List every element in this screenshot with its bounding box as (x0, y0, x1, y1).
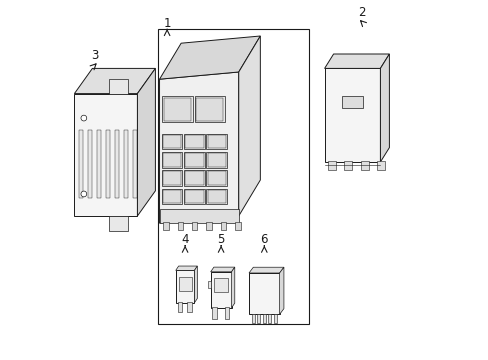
Bar (183, 152, 204, 168)
Polygon shape (74, 68, 155, 94)
Bar (185, 135, 203, 148)
Polygon shape (194, 266, 197, 303)
Bar (97, 130, 101, 198)
Bar (251, 314, 254, 324)
Bar (163, 153, 181, 167)
Bar (183, 189, 204, 204)
Bar (162, 189, 182, 204)
Bar (133, 130, 137, 198)
Bar (88, 130, 92, 198)
Polygon shape (210, 267, 234, 272)
Bar (206, 189, 226, 204)
Bar (162, 96, 192, 122)
Bar (79, 130, 83, 198)
Bar (206, 152, 226, 168)
Polygon shape (137, 68, 155, 216)
Polygon shape (159, 72, 238, 223)
Bar (206, 222, 211, 230)
Bar (220, 222, 225, 230)
Bar (212, 307, 217, 319)
Bar (177, 302, 182, 312)
Bar (124, 130, 128, 198)
Bar (192, 222, 197, 230)
Bar (344, 161, 351, 170)
Bar (207, 153, 225, 167)
Bar (360, 161, 368, 170)
Bar (257, 314, 260, 324)
Bar (163, 171, 181, 185)
Bar (324, 68, 380, 162)
Bar (187, 302, 192, 312)
Bar (235, 222, 240, 230)
Text: 4: 4 (181, 233, 188, 246)
Bar (185, 171, 203, 185)
Circle shape (81, 191, 86, 197)
Polygon shape (109, 79, 128, 94)
Polygon shape (231, 267, 234, 308)
Bar (106, 130, 110, 198)
Bar (183, 170, 204, 186)
Bar (196, 98, 223, 121)
Bar (224, 307, 229, 319)
Bar (327, 161, 335, 170)
Bar (178, 277, 191, 292)
Bar (162, 152, 182, 168)
Bar (163, 135, 181, 148)
Polygon shape (248, 267, 284, 273)
Bar (206, 134, 226, 149)
Bar (175, 270, 194, 303)
Bar (162, 170, 182, 186)
Polygon shape (175, 266, 197, 270)
Polygon shape (380, 54, 388, 162)
Bar (185, 190, 203, 203)
Bar (115, 130, 119, 198)
Bar (208, 281, 211, 288)
Bar (248, 273, 279, 314)
Bar (213, 278, 228, 292)
Bar (159, 209, 238, 223)
Bar (162, 134, 182, 149)
Bar (177, 222, 183, 230)
Circle shape (81, 115, 86, 121)
Polygon shape (279, 267, 284, 314)
Bar (74, 94, 137, 216)
Text: 3: 3 (91, 49, 99, 62)
Bar (185, 153, 203, 167)
Bar (158, 29, 309, 324)
Polygon shape (109, 216, 128, 231)
Bar (163, 98, 191, 121)
Text: 2: 2 (357, 6, 365, 19)
Bar (207, 171, 225, 185)
Bar (207, 190, 225, 203)
Polygon shape (238, 36, 260, 216)
Bar (207, 135, 225, 148)
Text: 6: 6 (260, 233, 267, 246)
Bar (163, 190, 181, 203)
Polygon shape (324, 54, 388, 68)
Bar (194, 96, 224, 122)
Bar (183, 134, 204, 149)
Text: 5: 5 (217, 233, 224, 246)
Bar (163, 222, 168, 230)
Polygon shape (159, 36, 260, 79)
Bar (210, 272, 231, 308)
Bar (268, 314, 271, 324)
Bar (262, 314, 265, 324)
Text: 1: 1 (163, 17, 170, 30)
Bar (341, 96, 363, 108)
Bar (273, 314, 277, 324)
Bar (376, 161, 384, 170)
Bar (206, 170, 226, 186)
